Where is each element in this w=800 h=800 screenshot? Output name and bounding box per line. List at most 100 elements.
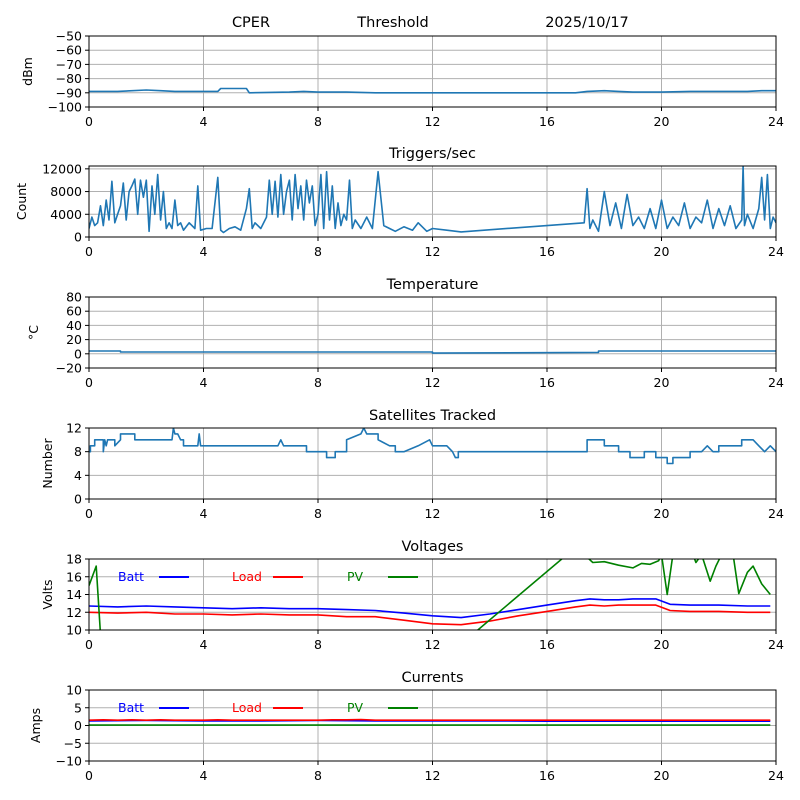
y-tick-label: −80	[56, 71, 82, 86]
series-line-satellites	[89, 428, 776, 465]
y-tick-label: 14	[66, 587, 82, 602]
legend-label-load: Load	[232, 700, 262, 715]
x-tick-label: 0	[85, 244, 93, 259]
y-axis-label: °C	[26, 325, 41, 340]
legend-label-pv: PV	[347, 569, 364, 584]
x-tick-label: 4	[200, 244, 208, 259]
y-axis-label: Amps	[28, 708, 43, 743]
header-date: 2025/10/17	[545, 15, 629, 31]
y-tick-label: 0	[74, 230, 82, 245]
y-tick-label: 4000	[50, 207, 82, 222]
y-tick-label: −50	[56, 29, 82, 44]
x-tick-label: 0	[85, 506, 93, 521]
y-tick-label: 10	[66, 623, 82, 638]
x-tick-label: 12	[425, 114, 441, 129]
legend-label-batt: Batt	[118, 700, 144, 715]
x-tick-label: 4	[200, 506, 208, 521]
header-site: CPER	[232, 15, 270, 31]
panel-title: Satellites Tracked	[369, 408, 496, 424]
y-tick-label: −5	[64, 736, 82, 751]
x-tick-label: 16	[539, 637, 555, 652]
series-line-pv	[89, 559, 771, 630]
y-axis-label: Volts	[40, 579, 55, 609]
x-tick-label: 12	[425, 768, 441, 783]
legend-label-pv: PV	[347, 700, 364, 715]
x-tick-label: 24	[768, 768, 784, 783]
header-mode: Threshold	[356, 15, 428, 31]
y-tick-label: 0	[74, 718, 82, 733]
series-line-triggers	[89, 166, 776, 234]
x-tick-label: 8	[314, 375, 322, 390]
y-tick-label: 40	[66, 318, 82, 333]
x-tick-label: 24	[768, 244, 784, 259]
y-tick-label: 80	[66, 290, 82, 305]
x-tick-label: 16	[539, 375, 555, 390]
y-tick-label: −20	[56, 361, 82, 376]
y-axis-label: Count	[14, 183, 29, 220]
x-tick-label: 24	[768, 637, 784, 652]
y-axis-label: Number	[40, 438, 55, 489]
x-tick-label: 8	[314, 506, 322, 521]
x-tick-label: 8	[314, 637, 322, 652]
panel-triggers: 0 4 8 12 16 20 24 0 4000 8000 12000 Triggers/sec Cou…	[14, 146, 784, 259]
x-tick-label: 20	[654, 375, 670, 390]
panel-title: Triggers/sec	[388, 146, 476, 162]
y-tick-label: 4	[74, 468, 82, 483]
x-tick-label: 24	[768, 114, 784, 129]
x-tick-label: 16	[539, 506, 555, 521]
x-tick-label: 24	[768, 506, 784, 521]
x-tick-label: 12	[425, 506, 441, 521]
y-tick-label: 8000	[50, 184, 82, 199]
y-tick-label: 60	[66, 304, 82, 319]
x-tick-label: 12	[425, 375, 441, 390]
panel-satellites: 0 4 8 12 16 20 24 0 4 8 12 Satellites Tracked Number	[40, 408, 784, 521]
panel-currents: Batt Load PV 0 4 8 12 16 20 24 −10 −5 0 5 10 Currents Am…	[28, 670, 784, 783]
y-tick-label: 0	[74, 492, 82, 507]
y-tick-label: 18	[66, 552, 82, 567]
panel-title: Temperature	[386, 277, 479, 293]
panel-title: Currents	[401, 670, 463, 686]
x-tick-label: 0	[85, 768, 93, 783]
x-tick-label: 20	[654, 114, 670, 129]
legend-label-load: Load	[232, 569, 262, 584]
y-tick-label: −60	[56, 43, 82, 58]
series-line-batt	[89, 598, 771, 619]
panel-title: Voltages	[402, 539, 464, 555]
panel-threshold: 0 4 8 12 16 20 24 −100−90−80−70−60−50 dBm	[20, 29, 784, 130]
y-tick-label: 0	[74, 346, 82, 361]
y-tick-label: −10	[56, 754, 82, 769]
x-tick-label: 0	[85, 375, 93, 390]
y-tick-label: −100	[48, 100, 82, 115]
x-tick-label: 4	[200, 637, 208, 652]
y-tick-label: 12	[66, 605, 82, 620]
y-tick-label: −70	[56, 57, 82, 72]
y-axis-label: dBm	[20, 57, 35, 86]
x-tick-label: 8	[314, 114, 322, 129]
x-tick-label: 20	[654, 768, 670, 783]
x-tick-label: 4	[200, 114, 208, 129]
y-tick-label: 20	[66, 332, 82, 347]
x-tick-label: 20	[654, 244, 670, 259]
series-line-load	[89, 718, 771, 722]
x-tick-label: 0	[85, 114, 93, 129]
y-tick-label: 12000	[42, 161, 82, 176]
x-tick-label: 12	[425, 637, 441, 652]
x-tick-label: 16	[539, 244, 555, 259]
x-tick-label: 0	[85, 637, 93, 652]
x-tick-label: 12	[425, 244, 441, 259]
x-tick-label: 16	[539, 768, 555, 783]
x-tick-label: 4	[200, 768, 208, 783]
x-tick-label: 8	[314, 244, 322, 259]
x-tick-label: 4	[200, 375, 208, 390]
y-tick-label: 16	[66, 569, 82, 584]
y-tick-label: 10	[66, 683, 82, 698]
legend-label-batt: Batt	[118, 569, 144, 584]
x-tick-label: 24	[768, 375, 784, 390]
x-tick-label: 8	[314, 768, 322, 783]
x-tick-label: 16	[539, 114, 555, 129]
y-tick-label: −90	[56, 85, 82, 100]
